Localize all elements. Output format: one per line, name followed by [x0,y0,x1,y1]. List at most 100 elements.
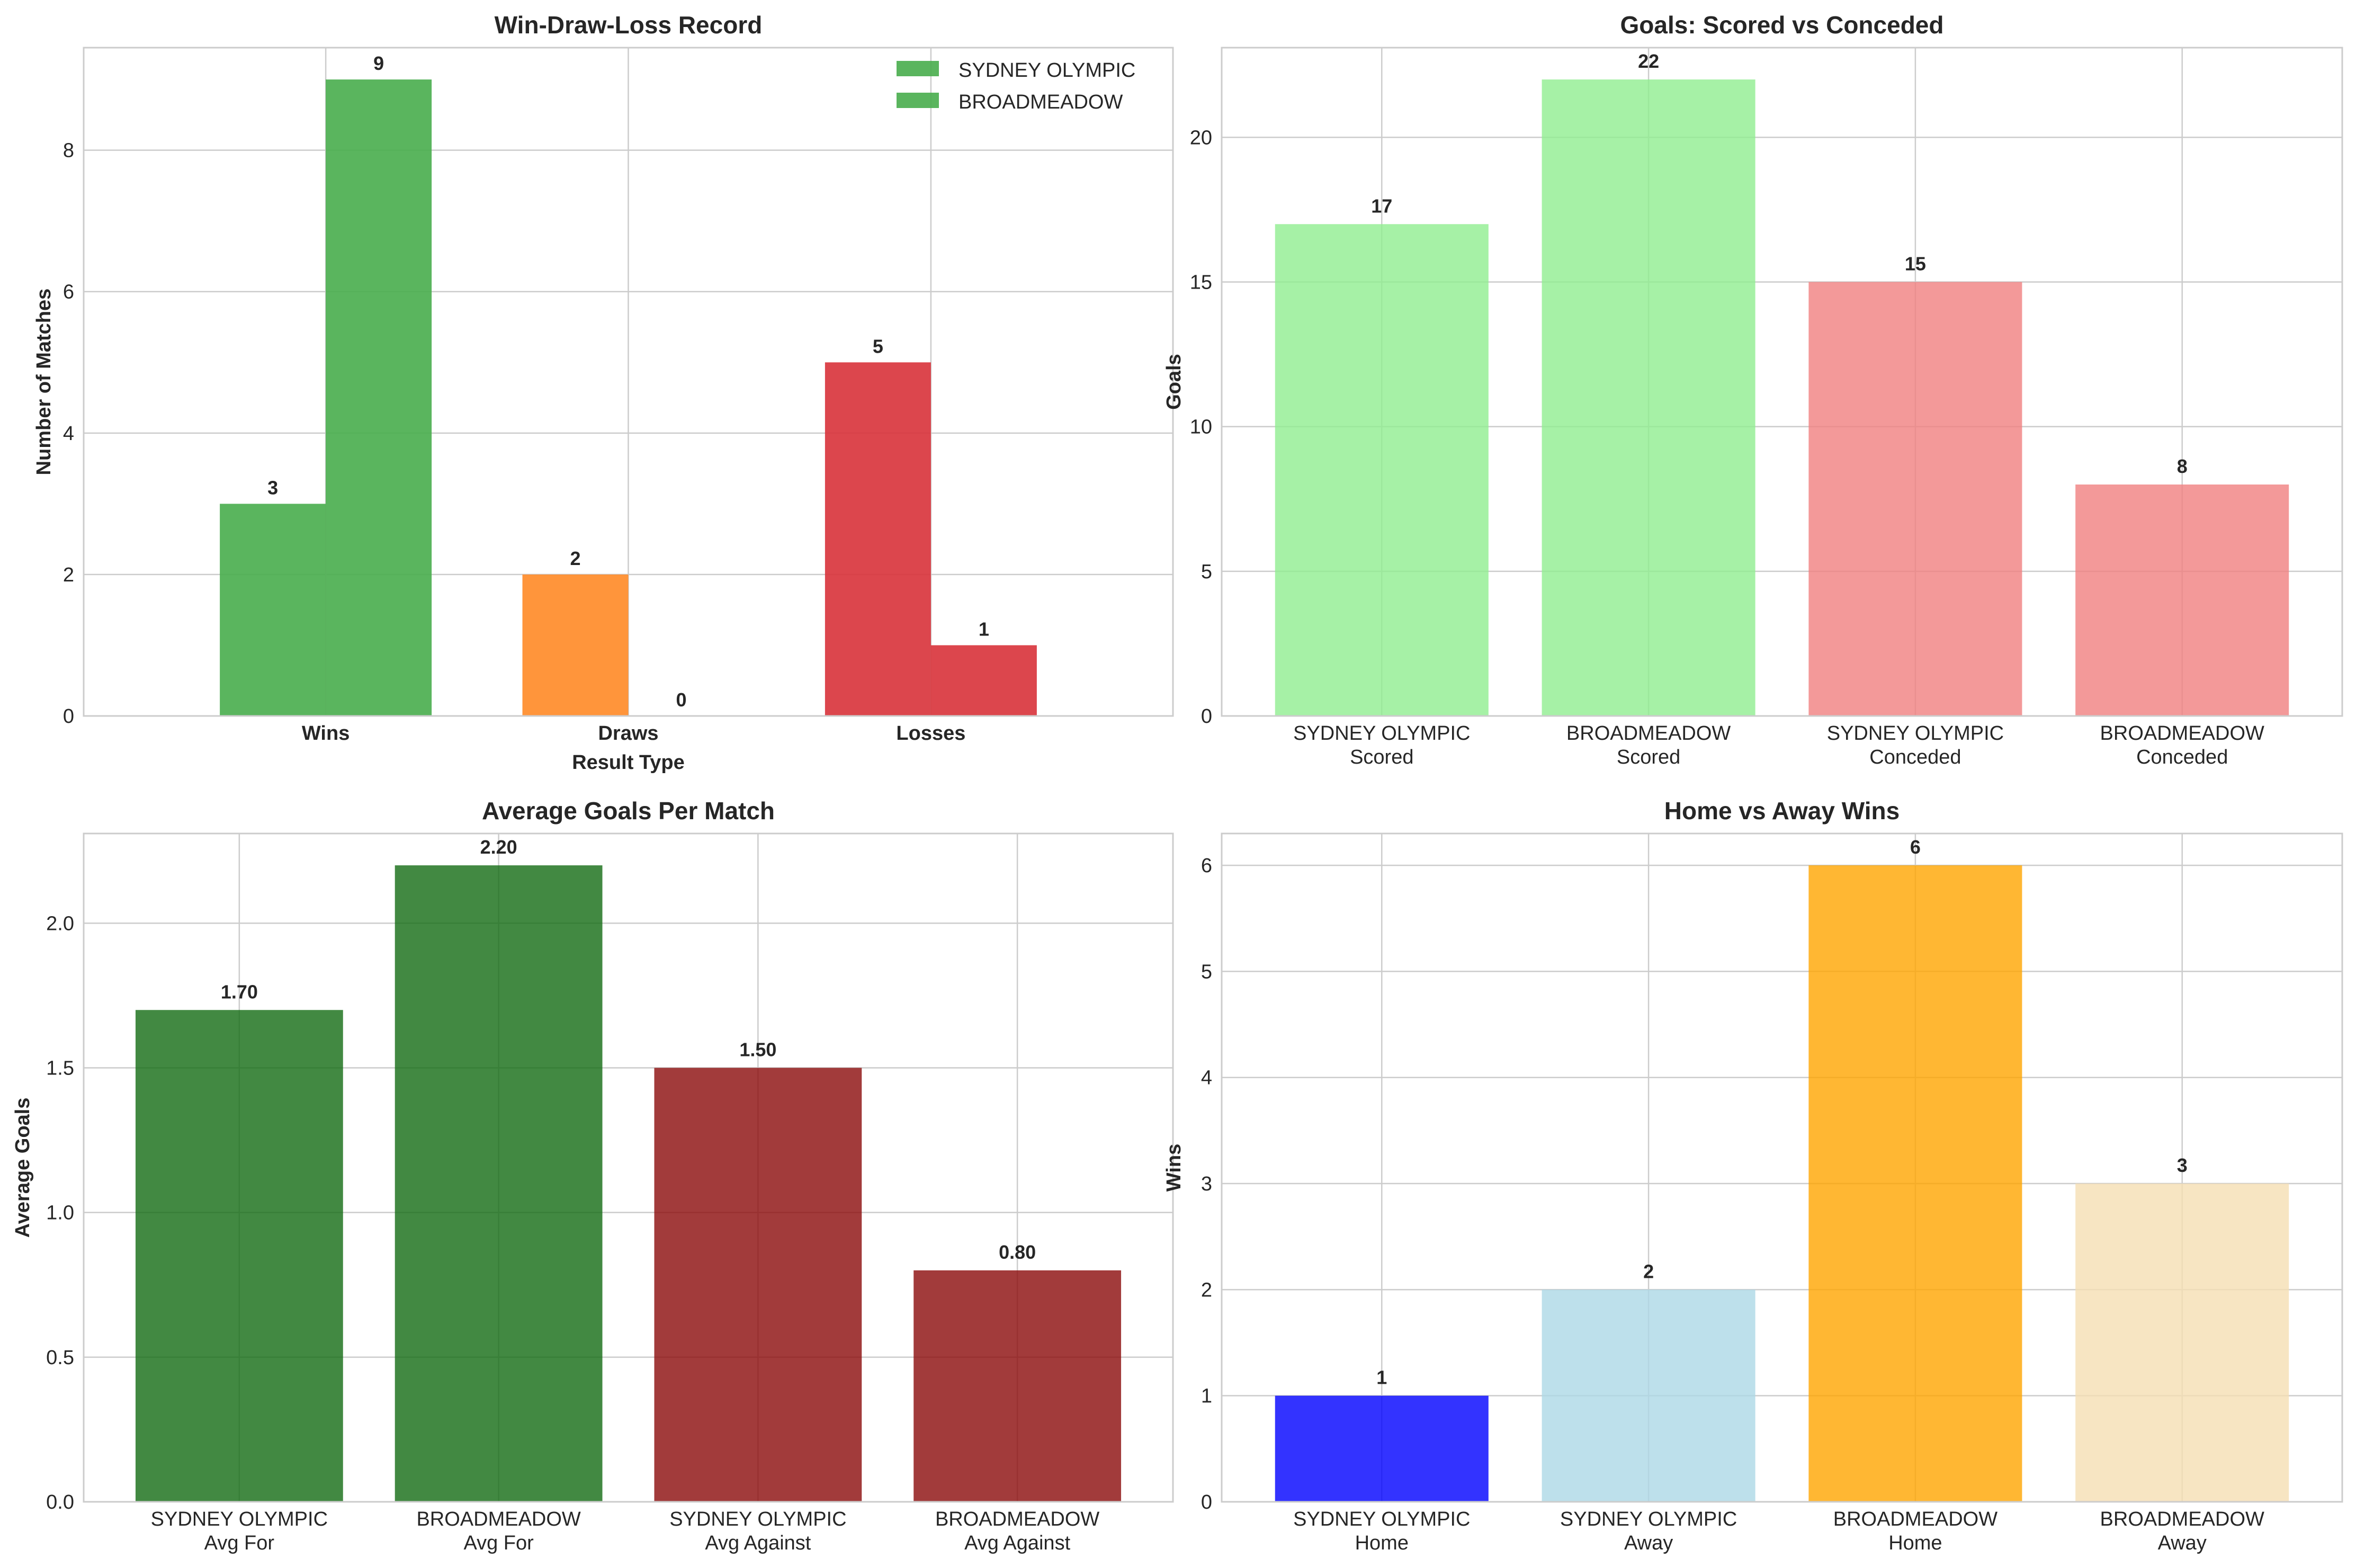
y-tick-label: 2 [1201,1279,1212,1301]
data-label: 0.80 [999,1241,1036,1263]
chart-title: Home vs Away Wins [1664,797,1900,825]
legend-label: SYDNEY OLYMPIC [958,59,1135,82]
x-tick-label: BROADMEADOW [2100,722,2264,745]
plot-frame [1221,47,2343,717]
x-tick-label: Avg Against [705,1532,811,1554]
data-label: 1 [979,618,989,640]
x-tick-label: Away [1624,1532,1673,1554]
data-label: 8 [2177,455,2188,477]
y-tick-label: 4 [1201,1067,1212,1089]
chart-panel-1: 0 2 4 6 8 3 2 5 9 0 1 Wins Draws Losses Win-Draw-Loss … [33,11,1174,774]
y-tick-label: 4 [63,423,74,445]
data-label: 17 [1371,195,1392,217]
x-tick-label: Conceded [1869,746,1961,768]
bar [1542,1289,1755,1502]
plot-frame [1221,832,2343,1503]
x-tick-label: Avg For [204,1532,275,1554]
bar [1808,282,2022,716]
y-tick-label: 6 [63,281,74,303]
data-label: 2.20 [480,836,517,858]
bar [2075,484,2289,716]
y-axis-label: Goals [1163,354,1185,410]
bar [1542,79,1755,716]
y-tick-label: 15 [1190,272,1212,294]
x-tick-label: SYDNEY OLYMPIC [669,1508,846,1530]
data-label: 3 [2177,1154,2188,1176]
chart-title: Goals: Scored vs Conceded [1620,11,1944,39]
legend-swatch [897,61,939,76]
x-tick-label: Scored [1350,746,1413,768]
data-label: 22 [1638,50,1659,72]
chart-title: Average Goals Per Match [482,797,775,825]
x-tick-label: BROADMEADOW [416,1508,580,1530]
data-label: 1.50 [739,1039,776,1061]
bar [654,1068,862,1502]
bar [913,1270,1122,1502]
data-label: 2 [1643,1260,1654,1282]
y-tick-label: 0.0 [46,1491,74,1513]
bar [135,1010,343,1502]
x-tick-label: BROADMEADOW [2100,1508,2264,1530]
bar-broadmeadow [930,645,1037,716]
data-label: 6 [1910,836,1921,858]
data-label: 5 [873,335,883,357]
chart-panel-3: 0.0 0.5 1.0 1.5 2.0 1.70 2.20 1.50 0.80 SYDNEY OL… [12,797,1174,1554]
legend-swatch [897,93,939,108]
data-label: 0 [676,689,686,711]
legend-label: BROADMEADOW [958,91,1123,113]
x-tick-label: BROADMEADOW [1566,722,1731,745]
data-label: 1 [1376,1367,1387,1388]
bar-broadmeadow [326,79,432,716]
y-tick-label: 6 [1201,855,1212,877]
x-tick-label: Conceded [2136,746,2228,768]
bar [1808,865,2022,1502]
y-tick-label: 5 [1201,961,1212,983]
y-axis-label: Wins [1163,1144,1185,1191]
bar [1275,224,1489,716]
bar-sydney-olympic [220,504,326,716]
y-tick-label: 1.5 [46,1058,74,1080]
y-tick-label: 10 [1190,416,1212,438]
data-label: 1.70 [221,981,258,1002]
x-tick-label: Wins [302,722,350,745]
chart-title: Win-Draw-Loss Record [495,11,763,39]
x-tick-label: Avg Against [964,1532,1070,1554]
bar-sydney-olympic [825,362,931,716]
y-tick-label: 1.0 [46,1202,74,1224]
legend: SYDNEY OLYMPIC BROADMEADOW [897,59,1135,113]
y-tick-label: 3 [1201,1173,1212,1195]
bar [1275,1395,1489,1502]
x-tick-label: Avg For [463,1532,534,1554]
x-tick-label: Home [1355,1532,1409,1554]
plot-frame [83,832,1174,1503]
x-tick-label: SYDNEY OLYMPIC [1293,722,1470,745]
y-tick-label: 5 [1201,561,1212,583]
bar [2075,1184,2289,1502]
y-axis-label: Average Goals [12,1098,34,1238]
y-tick-label: 2 [63,564,74,586]
y-tick-label: 0.5 [46,1347,74,1369]
x-tick-label: SYDNEY OLYMPIC [151,1508,328,1530]
x-tick-label: SYDNEY OLYMPIC [1293,1508,1470,1530]
data-label: 3 [267,477,278,498]
x-tick-label: Draws [598,722,658,745]
y-tick-label: 0 [1201,705,1212,728]
x-tick-label: SYDNEY OLYMPIC [1560,1508,1737,1530]
y-tick-label: 20 [1190,127,1212,149]
y-tick-label: 8 [63,140,74,162]
x-tick-label: SYDNEY OLYMPIC [1827,722,2004,745]
x-tick-label: Away [2158,1532,2207,1554]
plot-frame [83,47,1174,717]
x-tick-label: Scored [1617,746,1680,768]
y-tick-label: 1 [1201,1385,1212,1408]
y-tick-label: 0 [1201,1491,1212,1513]
y-axis-label: Number of Matches [33,289,55,476]
x-tick-label: BROADMEADOW [1833,1508,1997,1530]
bar [395,865,603,1502]
data-label: 9 [373,52,384,74]
y-tick-label: 0 [63,705,74,728]
x-tick-label: BROADMEADOW [935,1508,1099,1530]
